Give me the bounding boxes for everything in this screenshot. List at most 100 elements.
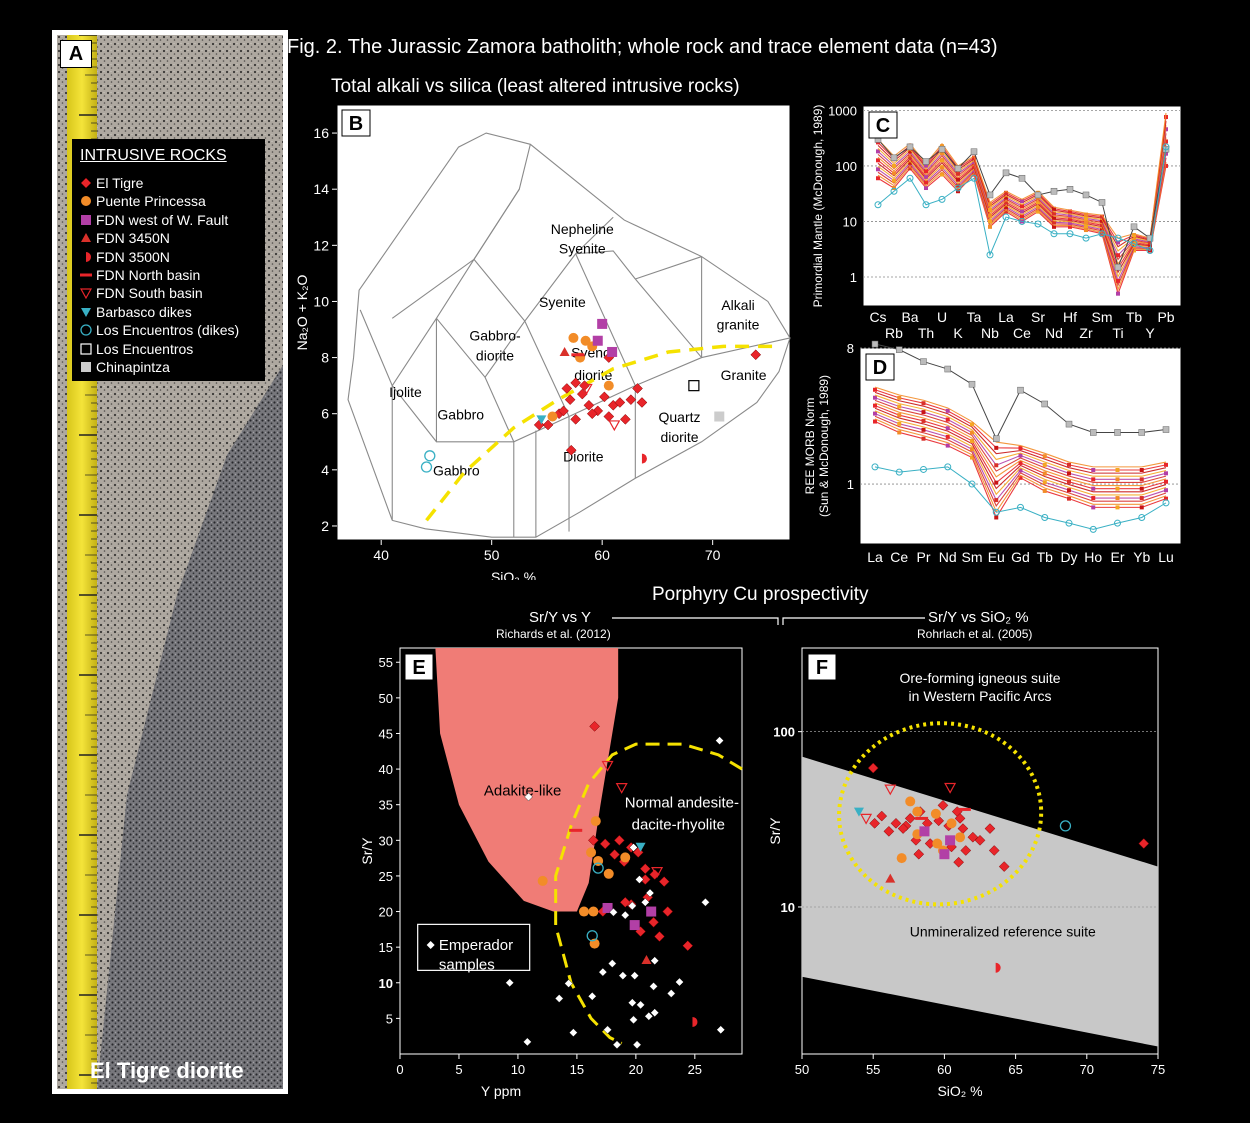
point-fdn-3500n: [641, 453, 647, 464]
series-lines: [873, 386, 1168, 520]
series-marker-los-encuentros: [944, 365, 951, 373]
series-marker: [988, 213, 992, 218]
series-marker: [873, 395, 877, 400]
series-marker-los-encuentros: [890, 154, 898, 162]
point-el-tigre: [583, 399, 595, 411]
series-marker-los-encuentros-dikes: [954, 184, 962, 192]
x-axis-title: SiO₂ %: [937, 1083, 982, 1099]
legend-label: FDN 3500N: [96, 248, 170, 265]
y-tick-label: 8: [847, 341, 854, 356]
series-marker: [1115, 496, 1120, 501]
series-marker: [921, 436, 926, 441]
point-emperador-samples: [636, 1000, 645, 1010]
point-el-tigre: [658, 876, 670, 887]
point-fdn-south-basin: [860, 813, 873, 825]
point-puente-princessa: [946, 818, 957, 829]
series-marker: [988, 224, 992, 229]
y-tick-label: 10: [379, 976, 393, 991]
series-marker-los-encuentros: [1002, 169, 1010, 177]
series-line: [877, 161, 1167, 292]
series-marker: [1018, 460, 1023, 465]
series-marker-los-encuentros: [986, 191, 994, 199]
panel-d-ree-chart: 1 8 La Ce Pr Nd Sm Eu Gd Tb Dy Ho Er Yb Lu REE MORB Nor…: [803, 340, 1182, 565]
y-axis-title: REE MORB Norm: [803, 398, 817, 495]
panel-letter-text: C: [876, 115, 890, 137]
y-tick-label: 100: [773, 725, 795, 740]
series-marker: [994, 445, 999, 450]
legend-item: Los Encuentros: [80, 341, 193, 357]
tas-field-label: granite: [717, 317, 760, 333]
series-marker-los-encuentros: [1034, 191, 1042, 199]
x-tick-label: 55: [866, 1062, 880, 1077]
point-el-tigre: [632, 383, 643, 394]
point-el-tigre: [933, 815, 945, 827]
point-los-encuentros-dikes-: [592, 862, 604, 874]
point-el-tigre: [883, 825, 895, 837]
y-tick-label: 14: [313, 181, 329, 197]
data-points: [420, 318, 762, 473]
series-marker: [1042, 454, 1047, 459]
series-marker-los-encuentros: [922, 158, 930, 165]
field-label: Normal andesite-: [625, 795, 739, 812]
point-el-tigre: [869, 817, 880, 829]
point-puente-princessa: [580, 335, 591, 346]
series-marker-los-encuentros: [1017, 386, 1024, 394]
point-emperador-samples: [629, 843, 638, 852]
field-boundary: [524, 320, 570, 417]
category-label: Sr: [1031, 309, 1045, 325]
y-tick-label: 1: [847, 477, 854, 492]
prospectivity-heading: Porphyry Cu prospectivity: [652, 584, 869, 605]
series-marker: [1036, 200, 1040, 205]
series-marker: [1115, 505, 1120, 510]
legend-symbol-icon: [80, 342, 92, 355]
series-marker: [1091, 468, 1096, 473]
series-marker-los-encuentros-dikes: [1041, 513, 1049, 521]
legend-marker: [86, 251, 91, 262]
series-marker-los-encuentros-dikes: [986, 251, 994, 259]
series-marker-los-encuentros: [993, 435, 1000, 442]
series-marker-los-encuentros: [1138, 429, 1145, 436]
series-marker: [1164, 127, 1168, 132]
point-emperador-samples: [628, 901, 637, 911]
y-tick-label: 40: [379, 762, 393, 777]
category-label: Ho: [1084, 549, 1102, 565]
panel-letter: C: [868, 111, 898, 139]
point-el-tigre: [639, 863, 651, 875]
point-puente-princessa: [930, 808, 941, 819]
tas-field-label: Alkali: [721, 297, 754, 313]
x-tick-label: 70: [705, 547, 721, 563]
point-emperador-samples: [649, 982, 658, 991]
series-marker: [924, 169, 928, 174]
series-marker: [994, 515, 999, 520]
series-marker-los-encuentros-dikes: [1138, 513, 1146, 521]
y-tick-label: 100: [835, 159, 857, 174]
series-marker-los-encuentros: [1082, 191, 1090, 199]
category-label: Th: [918, 325, 934, 340]
series-marker: [970, 455, 974, 460]
series-marker: [1091, 486, 1096, 491]
series-marker: [921, 427, 926, 432]
series-marker: [1132, 233, 1136, 238]
point-emperador-samples: [505, 978, 514, 988]
series-marker: [1164, 488, 1168, 493]
point-fdn-south-basin: [615, 783, 628, 794]
category-label: Tb: [1037, 549, 1054, 565]
point-emperador-samples: [618, 971, 628, 980]
point-emperador-samples: [564, 979, 573, 988]
point-emperador-samples: [701, 898, 710, 907]
point-los-encuentros-dikes-: [1059, 820, 1072, 832]
point-emperador-samples: [675, 977, 684, 987]
series-marker: [1067, 462, 1071, 467]
series-marker-los-encuentros-dikes: [920, 465, 927, 473]
legend-symbol-icon: [81, 196, 91, 207]
series-marker: [1018, 475, 1023, 480]
point-emperador-samples: [587, 992, 597, 1001]
y-tick-label: 5: [386, 1011, 393, 1026]
x-axis-title: SiO₂ %: [491, 569, 536, 580]
field-boundary: [473, 188, 520, 260]
point-fdn-west-of-w-fault: [592, 335, 603, 346]
series-marker: [921, 418, 926, 423]
point-el-tigre: [613, 834, 625, 846]
point-puente-princessa: [912, 806, 923, 817]
point-fdn-west-of-w-fault: [629, 920, 640, 931]
